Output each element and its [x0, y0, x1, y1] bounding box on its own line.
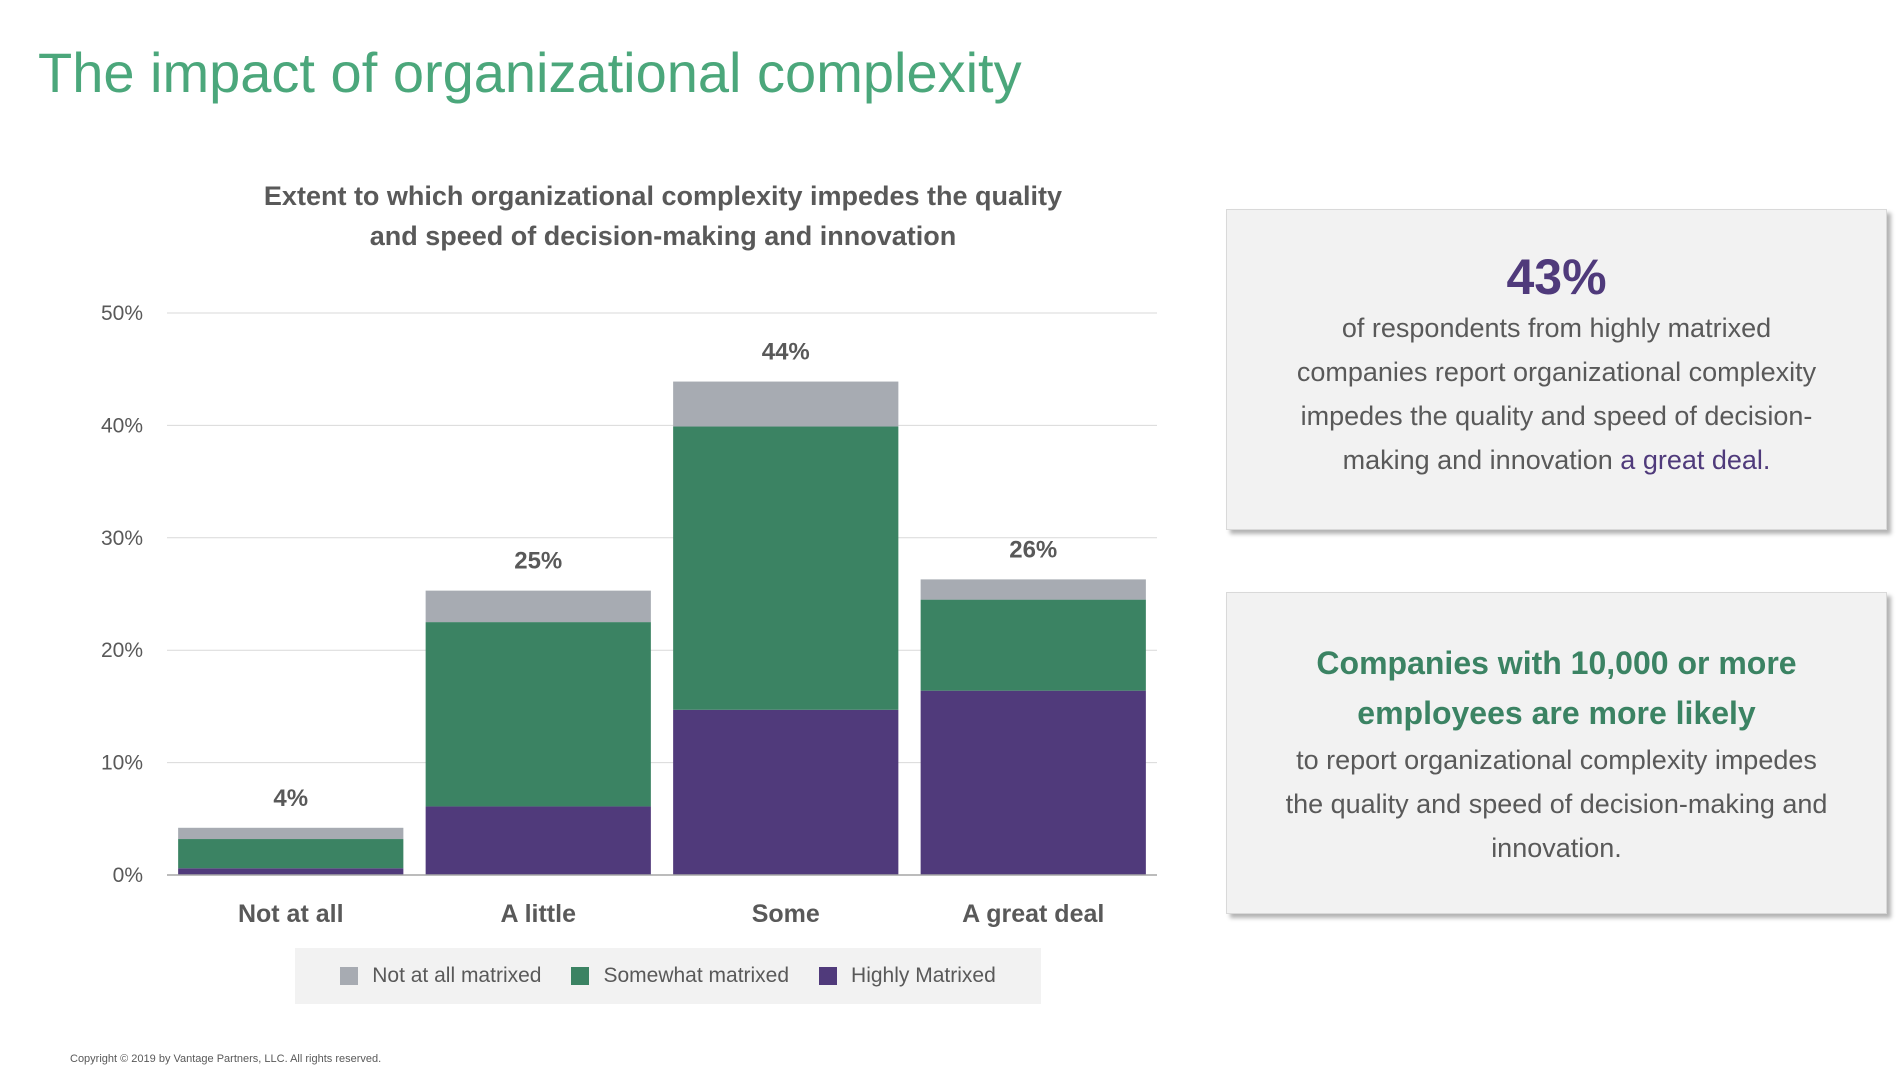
bar-segment-not-at-all-matrixed: [673, 381, 899, 427]
bar-segment-somewhat-matrixed: [425, 622, 651, 807]
callout-text-line: to report organizational complexity impe…: [1296, 745, 1817, 775]
chart-legend: Not at all matrixed Somewhat matrixed Hi…: [295, 948, 1041, 1004]
chart-title-line-2: and speed of decision-making and innovat…: [369, 221, 957, 251]
y-tick-label: 30%: [101, 527, 143, 550]
bar-segment-highly-matrixed: [673, 709, 899, 875]
callout-box-large-companies: Companies with 10,000 or more employees …: [1226, 592, 1887, 914]
bar-segment-not-at-all-matrixed: [920, 579, 1146, 600]
bar-segment-highly-matrixed: [920, 690, 1146, 875]
total-data-label: 26%: [1009, 536, 1057, 563]
callout-heading-line: Companies with 10,000 or more: [1316, 645, 1797, 681]
legend-item-somewhat-matrixed: Somewhat matrixed: [571, 964, 789, 988]
legend-swatch-gray: [340, 967, 359, 985]
bar-segment-somewhat-matrixed: [673, 426, 899, 710]
y-tick-label: 0%: [113, 864, 143, 887]
callout-text: making and innovation: [1342, 445, 1613, 475]
callout-highlight: a great deal.: [1620, 445, 1771, 475]
callout-box-stat: 43% of respondents from highly matrixed …: [1226, 209, 1887, 530]
bar-segment-somewhat-matrixed: [920, 599, 1146, 691]
page-title: The impact of organizational complexity: [38, 41, 1022, 104]
callout-text-line: making and innovation a great deal.: [1227, 438, 1886, 482]
total-data-label: 44%: [762, 339, 810, 366]
y-tick-label: 20%: [101, 639, 143, 662]
bar-segment-highly-matrixed: [178, 868, 404, 875]
bar-segment-somewhat-matrixed: [178, 839, 404, 869]
legend-label: Highly Matrixed: [851, 964, 996, 987]
legend-swatch-green: [571, 967, 590, 985]
legend-label: Not at all matrixed: [372, 964, 542, 987]
x-category-label: A little: [501, 900, 577, 928]
legend-label: Somewhat matrixed: [603, 964, 790, 987]
x-category-label: Not at all: [238, 900, 344, 928]
legend-item-highly-matrixed: Highly Matrixed: [819, 964, 996, 988]
y-tick-label: 50%: [101, 302, 143, 325]
y-tick-label: 10%: [101, 752, 143, 775]
x-category-label: Some: [752, 900, 820, 928]
callout-text-line: impedes the quality and speed of decisio…: [1300, 401, 1813, 431]
callout-text-line: innovation.: [1491, 833, 1622, 863]
bar-segment-highly-matrixed: [425, 806, 651, 875]
total-data-label: 25%: [514, 548, 562, 575]
chart-title-line-1: Extent to which organizational complexit…: [263, 181, 1063, 211]
x-category-label: A great deal: [962, 900, 1104, 928]
copyright: Copyright © 2019 by Vantage Partners, LL…: [70, 1053, 382, 1065]
legend-swatch-purple: [819, 967, 838, 985]
bar-segment-not-at-all-matrixed: [425, 590, 651, 623]
callout-text-line: of respondents from highly matrixed: [1341, 313, 1772, 343]
callout-text-line: the quality and speed of decision-making…: [1285, 789, 1828, 819]
y-tick-label: 40%: [101, 414, 143, 437]
callout-heading-line: employees are more likely: [1357, 695, 1756, 731]
legend-item-not-at-all-matrixed: Not at all matrixed: [340, 964, 541, 988]
chart-title: Extent to which organizational complexit…: [163, 176, 1163, 256]
callout-text-line: companies report organizational complexi…: [1296, 357, 1817, 387]
bar-segment-not-at-all-matrixed: [178, 827, 404, 840]
callout-stat: 43%: [1506, 249, 1607, 305]
total-data-label: 4%: [273, 785, 308, 812]
